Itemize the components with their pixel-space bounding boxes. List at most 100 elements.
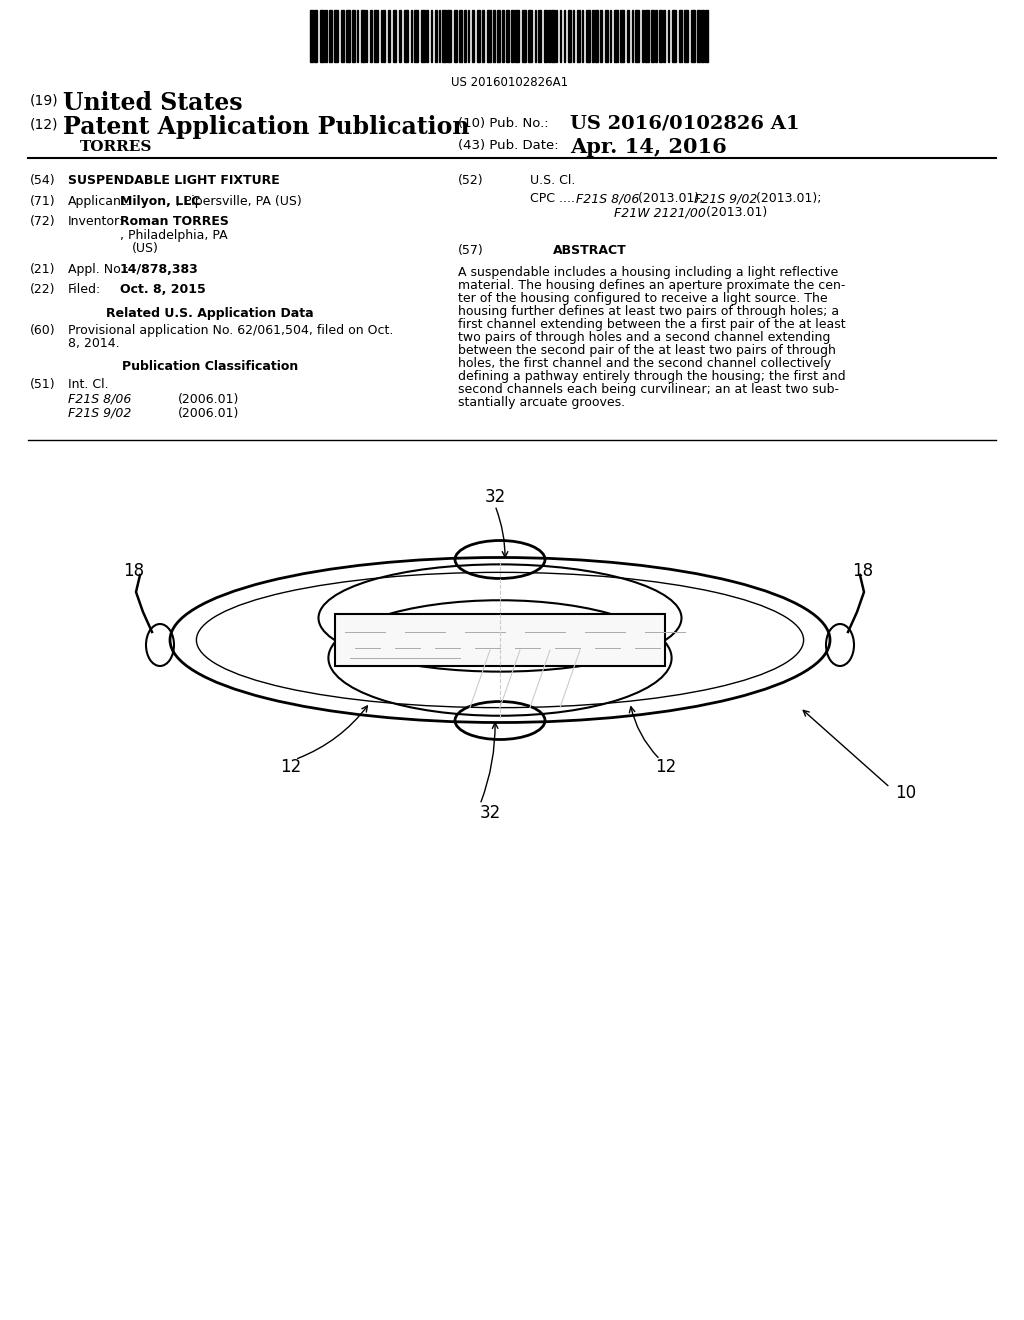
- Text: , Philadelphia, PA: , Philadelphia, PA: [120, 228, 227, 242]
- Bar: [522, 11, 526, 62]
- Text: F21W 2121/00: F21W 2121/00: [614, 206, 706, 219]
- Bar: [583, 11, 584, 62]
- Bar: [310, 11, 313, 62]
- Bar: [435, 11, 437, 62]
- Bar: [447, 11, 451, 62]
- Bar: [383, 11, 385, 62]
- Bar: [595, 11, 598, 62]
- Bar: [351, 11, 354, 62]
- Bar: [388, 11, 390, 62]
- Text: between the second pair of the at least two pairs of through: between the second pair of the at least …: [458, 345, 836, 356]
- Bar: [421, 11, 425, 62]
- Bar: [600, 11, 602, 62]
- Bar: [468, 11, 469, 62]
- Bar: [573, 11, 574, 62]
- Text: 12: 12: [280, 759, 301, 776]
- Bar: [527, 11, 531, 62]
- Text: 18: 18: [852, 562, 873, 581]
- Bar: [431, 11, 432, 62]
- Text: Inventor:: Inventor:: [68, 215, 124, 228]
- Bar: [356, 11, 358, 62]
- Bar: [346, 11, 350, 62]
- Bar: [655, 11, 656, 62]
- Text: Apr. 14, 2016: Apr. 14, 2016: [570, 137, 727, 157]
- Text: U.S. Cl.: U.S. Cl.: [530, 174, 575, 187]
- Text: housing further defines at least two pairs of through holes; a: housing further defines at least two pai…: [458, 305, 839, 318]
- Text: 32: 32: [485, 488, 506, 507]
- Text: holes, the first channel and the second channel collectively: holes, the first channel and the second …: [458, 356, 831, 370]
- Bar: [335, 614, 665, 667]
- Text: material. The housing defines an aperture proximate the cen-: material. The housing defines an apertur…: [458, 279, 846, 292]
- Bar: [609, 11, 610, 62]
- Bar: [515, 11, 519, 62]
- Text: SUSPENDABLE LIGHT FIXTURE: SUSPENDABLE LIGHT FIXTURE: [68, 174, 280, 187]
- Text: US 20160102826A1: US 20160102826A1: [452, 77, 568, 88]
- Bar: [370, 11, 372, 62]
- Text: (2006.01): (2006.01): [178, 393, 240, 407]
- Bar: [538, 11, 541, 62]
- Text: F21S 8/06: F21S 8/06: [575, 191, 639, 205]
- Text: 8, 2014.: 8, 2014.: [68, 337, 120, 350]
- Bar: [482, 11, 483, 62]
- Bar: [441, 11, 445, 62]
- Bar: [374, 11, 378, 62]
- Bar: [627, 11, 629, 62]
- Bar: [314, 11, 316, 62]
- Bar: [613, 11, 617, 62]
- Text: (2013.01): (2013.01): [702, 206, 767, 219]
- Text: (2006.01): (2006.01): [178, 407, 240, 420]
- Text: 14/878,383: 14/878,383: [120, 263, 199, 276]
- Bar: [559, 11, 561, 62]
- Bar: [454, 11, 457, 62]
- Text: (43) Pub. Date:: (43) Pub. Date:: [458, 139, 559, 152]
- Bar: [663, 11, 666, 62]
- Bar: [464, 11, 466, 62]
- Text: F21S 8/06: F21S 8/06: [68, 393, 131, 407]
- Bar: [544, 11, 547, 62]
- Bar: [381, 11, 382, 62]
- Text: (2013.01);: (2013.01);: [634, 191, 708, 205]
- Text: two pairs of through holes and a second channel extending: two pairs of through holes and a second …: [458, 331, 830, 345]
- Text: , Pipersville, PA (US): , Pipersville, PA (US): [176, 195, 302, 209]
- Text: ABSTRACT: ABSTRACT: [553, 244, 627, 257]
- Text: (21): (21): [30, 263, 55, 276]
- Bar: [511, 11, 514, 62]
- Bar: [535, 11, 537, 62]
- Bar: [438, 11, 439, 62]
- Bar: [460, 11, 463, 62]
- Bar: [592, 11, 594, 62]
- Bar: [604, 11, 608, 62]
- Bar: [472, 11, 474, 62]
- Bar: [325, 11, 327, 62]
- Text: first channel extending between the a first pair of the at least: first channel extending between the a fi…: [458, 318, 846, 331]
- Bar: [668, 11, 669, 62]
- Text: Filed:: Filed:: [68, 282, 101, 296]
- Text: 10: 10: [895, 784, 916, 801]
- Bar: [700, 11, 705, 62]
- Text: F21S 9/02: F21S 9/02: [694, 191, 758, 205]
- Text: F21S 9/02: F21S 9/02: [68, 407, 131, 420]
- Bar: [690, 11, 694, 62]
- Text: 12: 12: [655, 759, 676, 776]
- Bar: [635, 11, 639, 62]
- Bar: [404, 11, 408, 62]
- Bar: [684, 11, 688, 62]
- Text: Patent Application Publication: Patent Application Publication: [63, 115, 469, 139]
- Bar: [556, 11, 557, 62]
- Bar: [658, 11, 662, 62]
- Bar: [697, 11, 699, 62]
- Text: second channels each being curvilinear; an at least two sub-: second channels each being curvilinear; …: [458, 383, 839, 396]
- Bar: [645, 11, 649, 62]
- Bar: [502, 11, 504, 62]
- Text: (72): (72): [30, 215, 55, 228]
- Bar: [706, 11, 708, 62]
- Bar: [632, 11, 633, 62]
- Bar: [341, 11, 344, 62]
- Text: (71): (71): [30, 195, 55, 209]
- Text: (12): (12): [30, 117, 58, 131]
- Text: (22): (22): [30, 282, 55, 296]
- Bar: [578, 11, 580, 62]
- Text: A suspendable includes a housing including a light reflective: A suspendable includes a housing includi…: [458, 267, 839, 279]
- Bar: [392, 11, 396, 62]
- Bar: [621, 11, 624, 62]
